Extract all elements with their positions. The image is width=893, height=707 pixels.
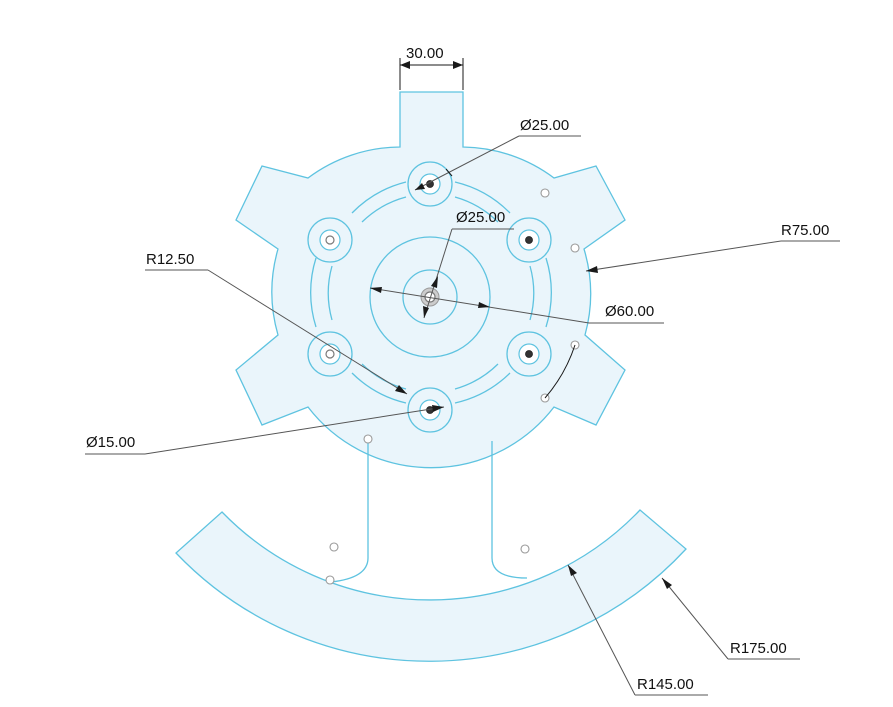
pocket-upper-right [506, 217, 552, 263]
arc-segment[interactable] [175, 509, 687, 662]
dim-label-arc-inner: R145.00 [637, 676, 694, 693]
arrow-head [478, 302, 490, 308]
dim-label-small-hole: Ø15.00 [86, 434, 135, 451]
holes [319, 173, 540, 421]
dim-label-bolt-circle: Ø60.00 [605, 303, 654, 320]
pocket-lower-right [506, 331, 552, 377]
arrow-head [431, 276, 438, 288]
arrow-head [432, 405, 444, 412]
center-rings [369, 236, 491, 358]
arrow-head [423, 306, 429, 318]
point[interactable] [325, 575, 335, 585]
dimension-tab-width[interactable]: 30.00 [399, 45, 464, 90]
hole-lower-right-center [525, 350, 533, 358]
dim-label-arc-outer: R175.00 [730, 640, 787, 657]
rail-right [491, 441, 528, 579]
connecting-rails [330, 441, 528, 583]
dim-label-center-hole: Ø25.00 [456, 209, 505, 226]
center-ring-small [402, 269, 458, 325]
arrow-head [586, 266, 598, 273]
outer-radius-arc-extension [544, 344, 576, 399]
arrow-head [400, 61, 410, 69]
rail-left [330, 441, 369, 583]
dimension-bolt-circle[interactable]: Ø60.00 [369, 287, 664, 324]
dimension-arc-outer[interactable]: R175.00 [661, 577, 800, 660]
hole-upper-right-center [525, 236, 533, 244]
dim-label-outer-radius: R75.00 [781, 222, 829, 239]
pocket-bottom [407, 387, 453, 433]
arc-segment-outline[interactable] [175, 509, 687, 662]
pockets [307, 161, 552, 433]
hole-upper-left-center [325, 235, 335, 245]
pocket-lower-left [307, 331, 353, 377]
arrow-head [370, 287, 382, 293]
arrow-head [415, 183, 425, 190]
point[interactable] [540, 188, 550, 198]
dimension-arc-inner[interactable]: R145.00 [567, 564, 708, 696]
point[interactable] [520, 544, 530, 554]
dimension-small-hole[interactable]: Ø15.00 [85, 405, 445, 455]
dim-label-pocket-radius: R12.50 [146, 251, 194, 268]
pocket-top [407, 161, 453, 207]
point[interactable] [363, 434, 373, 444]
bolt-circle-outer-path [310, 181, 552, 404]
pocket-upper-left [307, 217, 353, 263]
arrow-head [453, 61, 463, 69]
hub-outline[interactable] [235, 91, 626, 469]
dimension-pocket-radius[interactable]: R12.50 [145, 251, 408, 395]
dimension-outer-radius[interactable]: R75.00 [585, 222, 840, 273]
point[interactable] [329, 542, 339, 552]
arrow-head [662, 578, 672, 589]
dimension-center-hole[interactable]: Ø25.00 [423, 209, 514, 319]
dim-label-hole-diameter-top: Ø25.00 [520, 117, 569, 134]
arrow-head [395, 385, 407, 394]
hole-lower-left-center [325, 349, 335, 359]
point[interactable] [570, 243, 580, 253]
dimension-hole-diameter-top[interactable]: Ø25.00 [414, 117, 581, 191]
hub-plate[interactable] [235, 91, 626, 469]
arrow-head [568, 565, 577, 576]
center-ring-large [369, 236, 491, 358]
dim-label-tab-width: 30.00 [406, 45, 444, 62]
